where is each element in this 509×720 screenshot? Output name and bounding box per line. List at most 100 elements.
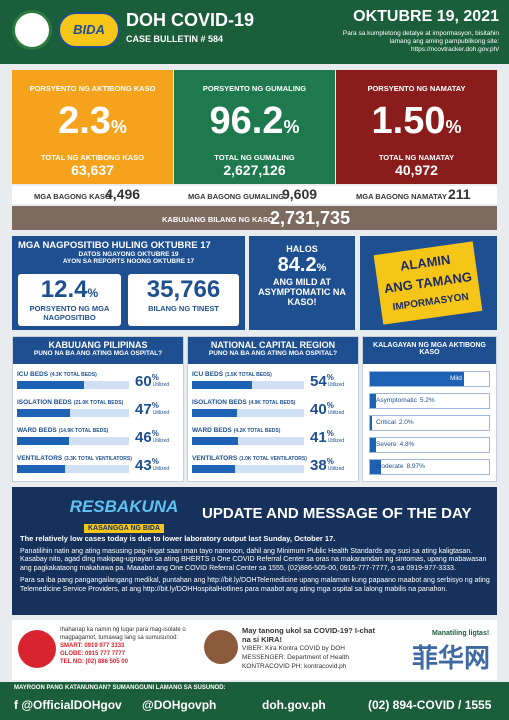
watermark: 菲华网	[412, 643, 491, 673]
total: 2,627,126	[223, 162, 286, 178]
isolation: Ihahanap ka namin ng lugar para mag-isol…	[60, 626, 200, 666]
percent: 1.50%	[336, 101, 497, 147]
utilization: 60%Utilized	[135, 373, 169, 391]
bar	[370, 394, 377, 408]
utilized: Utilized	[327, 382, 345, 388]
label: PORSYENTO NG MGA NAGPOSITIBO	[29, 304, 110, 322]
unit: %	[326, 457, 334, 466]
severity-row: Critical 2.0%	[369, 415, 490, 431]
capacity: (14.9K TOTAL BEDS)	[58, 428, 109, 434]
row-label: ISOLATION BEDS (4.9K TOTAL BEDS)	[192, 399, 295, 406]
twitter[interactable]: @DOHgovph	[142, 698, 217, 712]
bar	[192, 437, 238, 445]
row-label: ICU BEDS (4.3K TOTAL BEDS)	[17, 371, 97, 378]
unit: %	[326, 373, 334, 382]
value: 2,731,735	[270, 208, 351, 228]
header: BIDA DOH COVID-19 CASE BULLETIN # 584 OK…	[0, 0, 509, 64]
severity-label: Asymptomatic 5.2%	[376, 397, 435, 404]
unit: %	[316, 262, 327, 274]
line: VIBER: Kira Kontra COVID by DOH	[242, 645, 345, 652]
logo: RESBAKUNA	[69, 497, 179, 516]
total: 40,972	[395, 162, 438, 178]
utilization-row: ISOLATION BEDS (21.0K TOTAL BEDS) 47%Utili…	[17, 399, 179, 425]
new-row: MGA BAGONG KASO 4,496 MGA BAGONG GUMALING…	[12, 186, 497, 204]
date: OKTUBRE 19, 2021	[353, 8, 499, 25]
positivity: MGA NAGPOSITIBO HULING OKTUBRE 17 DATOS …	[12, 236, 245, 330]
unit: %	[151, 373, 159, 382]
stay-safe: Manatiling ligtas!	[432, 630, 490, 637]
value: 43	[135, 457, 152, 474]
bar-track	[17, 437, 129, 445]
capacity: (3.3K TOTAL VENTILATORS)	[64, 456, 132, 462]
utilization-row: ISOLATION BEDS (4.9K TOTAL BEDS) 40%Utiliz…	[192, 399, 354, 425]
doh-logo	[12, 10, 52, 50]
website[interactable]: doh.gov.ph	[262, 698, 326, 712]
unit: %	[110, 117, 127, 137]
label: TOTAL NG AKTIBONG KASO	[40, 153, 145, 162]
line: TEL NO: (02) 886 505 00	[60, 659, 128, 665]
label: PORSYENTO NG AKTIBONG KASO	[29, 84, 156, 93]
severity-label: Critical 2.0%	[376, 419, 414, 426]
bar	[192, 465, 235, 473]
bed-type: ISOLATION BEDS	[192, 399, 247, 406]
bar-track	[192, 381, 304, 389]
tested: 35,766	[146, 276, 221, 303]
row-label: WARD BEDS (4.2K TOTAL BEDS)	[192, 427, 280, 434]
utilization-row: WARD BEDS (4.2K TOTAL BEDS) 41%Utilized	[192, 427, 354, 453]
lead: HALOS	[286, 244, 318, 254]
utilization: 47%Utilized	[135, 401, 169, 419]
utilization-row: ICU BEDS (4.3K TOTAL BEDS) 60%Utilized	[17, 371, 179, 397]
facebook[interactable]: f @OfficialDOHgov	[14, 698, 122, 712]
pct: 5.2%	[419, 397, 435, 404]
line: MESSENGER: Department of Health	[242, 654, 349, 661]
bar	[370, 372, 464, 386]
paragraph: Para sa iba pang pangangailangang medika…	[20, 577, 490, 593]
note: Para sa kumpletong detalye at impormasyo…	[342, 30, 499, 53]
bed-type: VENTILATORS	[192, 455, 238, 462]
severity-label: Mild 79.0%	[450, 375, 483, 382]
total-row: KABUUANG BILANG NG KASO 2,731,735	[12, 206, 497, 230]
recovered-box: PORSYENTO NG GUMALING 96.2% TOTAL NG GUM…	[174, 70, 335, 184]
row-label: VENTILATORS (1.0K TOTAL VENTILATORS)	[192, 455, 307, 462]
value: 9,609	[282, 186, 318, 202]
utilized: Utilized	[327, 438, 345, 444]
title: KABUUANG PILIPINAS	[48, 340, 148, 350]
text: May tanong ukol sa COVID-19? I-chat na s…	[242, 626, 375, 644]
hotline[interactable]: (02) 894-COVID / 1555	[368, 698, 492, 712]
bulletin: CASE BULLETIN # 584	[126, 34, 224, 44]
tagline: KASANGGA NG BIDA	[83, 524, 165, 533]
alamin-badge: ALAMIN ANG TAMANG IMPORMASYON	[373, 241, 483, 325]
bar	[17, 409, 70, 417]
bar	[192, 381, 253, 389]
value: 1.50	[371, 100, 446, 142]
title: NATIONAL CAPITAL REGION	[210, 340, 336, 350]
ask: MAYROON PANG KATANUNGAN? SUMANGGUNI LAMA…	[14, 685, 226, 691]
name: Asymptomatic	[376, 397, 417, 404]
rate-card: 12.4% PORSYENTO NG MGA NAGPOSITIBO	[18, 274, 121, 326]
unit: %	[326, 401, 334, 410]
value: 2.3	[58, 100, 111, 142]
bar	[192, 409, 237, 417]
utilization: 43%Utilized	[135, 457, 169, 475]
value: 54	[310, 373, 327, 390]
bar-track	[17, 381, 129, 389]
row-label: VENTILATORS (3.3K TOTAL VENTILATORS)	[17, 455, 132, 462]
capacity: (1.5K TOTAL BEDS)	[225, 372, 272, 378]
pct: 8.97%	[406, 463, 425, 470]
severity-row: Moderate 8.97%	[369, 459, 490, 475]
bed-type: ICU BEDS	[17, 371, 49, 378]
label: MGA BAGONG KASO	[34, 192, 111, 201]
utilized: Utilized	[327, 410, 345, 416]
name: Critical	[376, 419, 396, 426]
title: MGA NAGPOSITIBO HULING OKTUBRE 17	[18, 240, 211, 251]
label: MGA BAGONG NAMATAY	[356, 192, 447, 201]
utilized: Utilized	[152, 466, 170, 472]
label: TOTAL NG GUMALING	[214, 153, 295, 162]
deaths-box: PORSYENTO NG NAMATAY 1.50% TOTAL NG NAMA…	[336, 70, 497, 184]
row-label: WARD BEDS (14.9K TOTAL BEDS)	[17, 427, 108, 434]
bed-type: ICU BEDS	[192, 371, 224, 378]
utilized: Utilized	[152, 438, 170, 444]
bar-track	[192, 409, 304, 417]
severity-label: Moderate 8.97%	[376, 463, 425, 470]
body: The relatively low cases today is due to…	[20, 534, 490, 598]
